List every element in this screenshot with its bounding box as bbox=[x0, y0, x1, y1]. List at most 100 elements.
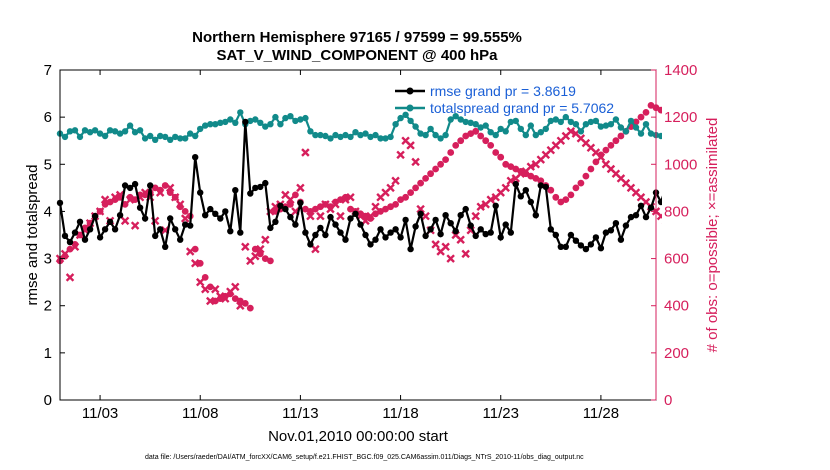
obs-possible-point bbox=[562, 196, 570, 204]
data-point bbox=[131, 180, 139, 188]
obs-possible-point bbox=[793, 232, 800, 239]
data-point bbox=[647, 204, 655, 211]
obs-assimilated-point bbox=[733, 166, 740, 173]
data-point bbox=[136, 204, 144, 211]
legend-rmse-label: rmse grand pr = 3.8619 bbox=[430, 83, 576, 99]
data-point bbox=[487, 229, 494, 236]
data-point bbox=[657, 132, 662, 140]
data-point bbox=[432, 131, 439, 139]
data-point bbox=[61, 232, 69, 240]
series-0 bbox=[56, 118, 804, 253]
series-3 bbox=[55, 127, 805, 310]
data-point bbox=[317, 131, 324, 139]
data-point bbox=[688, 138, 694, 144]
obs-assimilated-point bbox=[798, 166, 805, 173]
data-point bbox=[86, 129, 94, 136]
data-point bbox=[813, 123, 819, 129]
data-point bbox=[402, 216, 409, 224]
x-tick-label: 11/23 bbox=[483, 405, 519, 422]
obs-possible-point bbox=[392, 201, 399, 208]
data-point bbox=[748, 222, 754, 228]
obs-assimilated-point bbox=[396, 150, 405, 160]
data-point bbox=[642, 121, 650, 128]
data-point bbox=[607, 227, 615, 234]
obs-possible-point bbox=[261, 255, 269, 262]
data-point bbox=[477, 226, 484, 233]
obs-assimilated-point bbox=[683, 236, 690, 243]
obs-possible-point bbox=[683, 128, 690, 135]
obs-assimilated-point bbox=[65, 273, 75, 282]
obs-possible-point bbox=[477, 132, 485, 140]
obs-possible-point bbox=[422, 175, 429, 182]
data-point bbox=[347, 215, 354, 222]
obs-possible-point bbox=[743, 185, 750, 192]
data-point bbox=[537, 129, 544, 136]
data-point bbox=[768, 229, 774, 235]
obs-possible-point bbox=[642, 109, 650, 116]
data-point bbox=[723, 129, 729, 135]
data-point bbox=[532, 212, 539, 219]
data-point bbox=[753, 229, 759, 235]
obs-assimilated-point bbox=[416, 204, 425, 214]
data-point bbox=[217, 119, 224, 127]
data-point bbox=[182, 135, 189, 142]
data-point bbox=[292, 117, 299, 125]
obs-assimilated-point bbox=[165, 183, 175, 193]
data-point bbox=[442, 212, 449, 219]
obs-assimilated-point bbox=[125, 195, 135, 204]
data-point bbox=[81, 236, 89, 243]
data-point bbox=[377, 135, 384, 142]
data-point bbox=[733, 219, 739, 225]
obs-assimilated-point bbox=[793, 161, 800, 168]
data-point bbox=[798, 241, 804, 247]
data-point bbox=[612, 220, 620, 227]
obs-possible-point bbox=[798, 236, 805, 243]
obs-assimilated-point bbox=[200, 284, 210, 294]
data-point bbox=[167, 215, 174, 222]
data-point bbox=[693, 130, 699, 136]
data-point bbox=[482, 230, 489, 238]
data-point bbox=[312, 131, 319, 139]
data-point bbox=[783, 132, 789, 138]
obs-possible-point bbox=[457, 137, 465, 145]
data-point bbox=[152, 232, 159, 240]
data-point bbox=[793, 234, 799, 240]
obs-possible-point bbox=[487, 142, 495, 149]
data-point bbox=[673, 128, 679, 134]
data-point bbox=[437, 230, 444, 238]
obs-assimilated-point bbox=[221, 294, 230, 303]
data-point bbox=[607, 121, 615, 128]
data-point bbox=[367, 241, 374, 248]
obs-assimilated-point bbox=[476, 202, 485, 211]
data-file-footnote: data file: /Users/raeder/DAI/ATM_forcXX/… bbox=[145, 454, 584, 461]
data-point bbox=[572, 121, 580, 128]
obs-assimilated-point bbox=[346, 193, 355, 202]
data-point bbox=[172, 226, 179, 233]
data-point bbox=[397, 114, 404, 122]
data-point bbox=[627, 213, 635, 221]
obs-assimilated-point bbox=[216, 292, 225, 301]
data-point bbox=[632, 212, 640, 219]
x-tick-label: 11/18 bbox=[382, 405, 418, 422]
obs-possible-point bbox=[181, 208, 189, 215]
data-point bbox=[647, 130, 655, 137]
obs-possible-point bbox=[241, 300, 249, 307]
data-point bbox=[71, 127, 79, 134]
obs-possible-point bbox=[427, 170, 434, 178]
obs-possible-point bbox=[723, 166, 730, 173]
obs-possible-point bbox=[267, 257, 274, 265]
data-point bbox=[467, 222, 474, 229]
data-point bbox=[517, 193, 524, 200]
data-point bbox=[472, 232, 479, 240]
obs-possible-point bbox=[402, 193, 409, 201]
data-point bbox=[106, 127, 114, 134]
obs-assimilated-point bbox=[60, 249, 70, 259]
data-point bbox=[663, 134, 669, 140]
data-point bbox=[567, 118, 575, 126]
obs-assimilated-point bbox=[723, 180, 730, 187]
obs-possible-point bbox=[482, 137, 490, 145]
data-point bbox=[187, 130, 194, 137]
data-point bbox=[472, 121, 479, 128]
data-point bbox=[192, 132, 199, 140]
obs-possible-point bbox=[728, 170, 735, 177]
